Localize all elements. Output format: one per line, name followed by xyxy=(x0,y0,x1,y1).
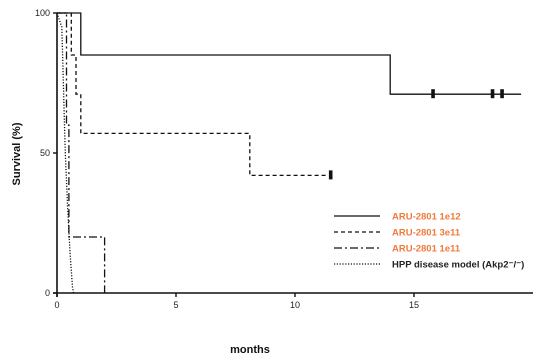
series-line-2 xyxy=(57,12,329,177)
x-tick-label: 0 xyxy=(54,300,59,310)
series-line-4 xyxy=(56,12,75,294)
legend-label-4: HPP disease model (Akp2⁻/⁻) xyxy=(392,260,524,271)
censor-mark xyxy=(500,89,504,99)
censor-mark xyxy=(431,89,435,99)
x-axis-title: months xyxy=(230,344,270,356)
censor-mark xyxy=(328,170,333,180)
y-axis-title: Survival (%) xyxy=(11,122,23,185)
axes: 0 50 100 0 5 10 15 xyxy=(35,8,533,310)
x-tick-label: 15 xyxy=(409,300,419,310)
x-tick-label: 5 xyxy=(173,300,178,310)
censor-mark xyxy=(490,89,495,99)
series-line-3 xyxy=(57,12,106,293)
legend-label-1: ARU-2801 1e12 xyxy=(392,212,461,223)
legend-label-3: ARU-2801 1e11 xyxy=(392,244,461,255)
x-tick-label: 10 xyxy=(290,300,300,310)
y-tick-label: 100 xyxy=(35,8,50,18)
plot-area xyxy=(56,12,522,294)
y-tick-label: 0 xyxy=(45,288,50,298)
legend: ARU-2801 1e12 ARU-2801 3e11 ARU-2801 1e11 H… xyxy=(334,212,524,271)
legend-label-2: ARU-2801 3e11 xyxy=(392,228,461,239)
series-line-1 xyxy=(57,12,522,95)
y-tick-label: 50 xyxy=(40,148,50,158)
